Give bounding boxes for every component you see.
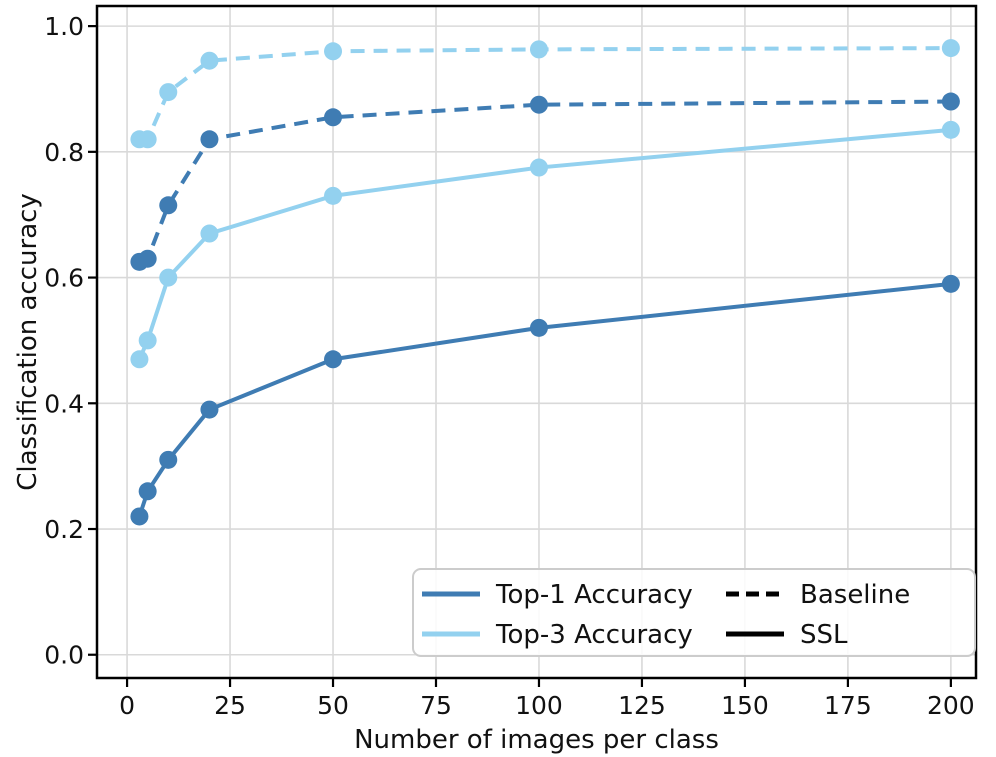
data-point-marker: [159, 83, 178, 102]
plot-border: [95, 4, 978, 680]
y-tick-label: 0.4: [44, 389, 84, 418]
x-tick-label: 100: [515, 691, 563, 720]
data-point-marker: [200, 224, 219, 243]
x-tick-label: 200: [927, 691, 975, 720]
data-point-marker: [941, 120, 960, 139]
data-point-marker: [529, 40, 548, 59]
legend-entry-top-1-accuracy: Top-1 Accuracy: [422, 580, 693, 610]
x-tick-label: 75: [420, 691, 452, 720]
data-point-marker: [200, 400, 219, 419]
data-point-marker: [138, 331, 157, 350]
x-tick-label: 50: [317, 691, 349, 720]
data-point-marker: [941, 92, 960, 111]
data-point-marker: [529, 95, 548, 114]
legend-entry-baseline: Baseline: [726, 580, 910, 610]
data-point-marker: [130, 507, 149, 526]
x-tick-label: 175: [824, 691, 872, 720]
data-point-marker: [529, 318, 548, 337]
legend-label: Baseline: [800, 580, 910, 610]
data-point-marker: [529, 158, 548, 177]
y-tick-label: 0.2: [44, 515, 84, 544]
plot-background: [97, 6, 976, 678]
data-point-marker: [159, 268, 178, 287]
axis-ticks: [88, 25, 952, 687]
legend-box: [412, 568, 976, 657]
x-tick-label: 150: [721, 691, 769, 720]
y-axis-label: Classification accuracy: [13, 193, 43, 491]
series-top-1-accuracy-ssl-: [130, 274, 960, 526]
data-point-marker: [324, 186, 343, 205]
data-point-marker: [200, 130, 219, 149]
x-axis-label: Number of images per class: [354, 725, 719, 755]
legend-entry-ssl: SSL: [726, 620, 848, 650]
data-point-marker: [941, 274, 960, 293]
x-tick-label: 0: [119, 691, 135, 720]
data-point-marker: [324, 350, 343, 369]
legend: Top-1 Accuracy Top-3 Accuracy Baseline SSL: [412, 568, 976, 657]
data-point-marker: [130, 350, 149, 369]
data-point-marker: [324, 42, 343, 61]
x-tick-label: 125: [618, 691, 666, 720]
y-tick-label: 0.0: [44, 641, 84, 670]
y-tick-label: 0.8: [44, 138, 84, 167]
legend-entry-top-3-accuracy: Top-3 Accuracy: [422, 620, 693, 650]
x-tick-label: 25: [214, 691, 246, 720]
data-point-marker: [138, 249, 157, 268]
data-point-marker: [324, 108, 343, 127]
series-top-3-accuracy-baseline-: [130, 39, 960, 149]
data-point-marker: [138, 482, 157, 501]
data-point-marker: [138, 130, 157, 149]
data-point-marker: [200, 51, 219, 70]
data-point-marker: [159, 450, 178, 469]
legend-label: SSL: [800, 620, 848, 650]
series-top-3-accuracy-ssl-: [130, 120, 960, 369]
tick-labels: 0 25 50 75 100 125 150 175 200 0.0 0.2 0.4 0.6 0.8 1.0: [44, 12, 974, 720]
y-tick-label: 0.6: [44, 264, 84, 293]
series-top-1-accuracy-baseline-: [130, 92, 960, 271]
y-tick-label: 1.0: [44, 12, 84, 41]
data-point-marker: [159, 196, 178, 215]
data-point-marker: [941, 39, 960, 58]
legend-label: Top-3 Accuracy: [495, 620, 693, 650]
legend-label: Top-1 Accuracy: [495, 580, 693, 610]
